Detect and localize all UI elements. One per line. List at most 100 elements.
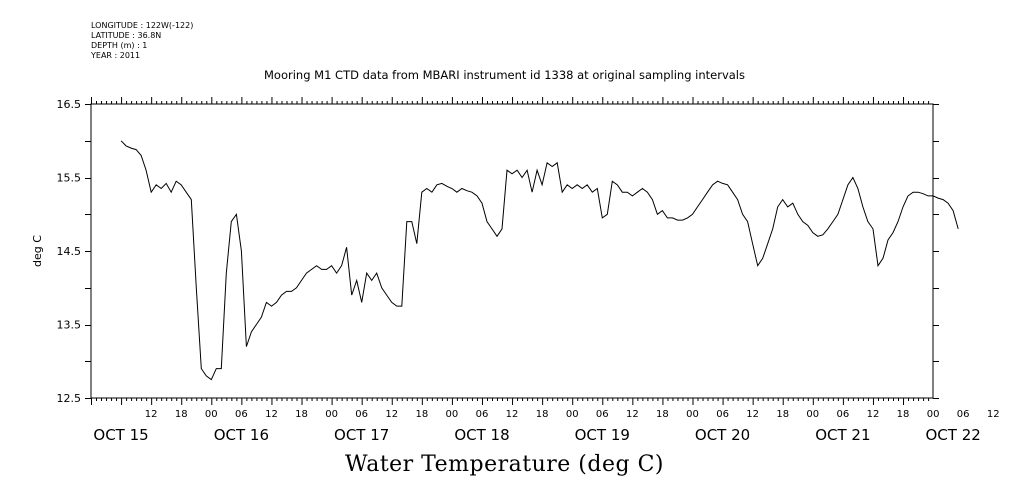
data-point	[256, 324, 257, 325]
data-point	[136, 149, 137, 150]
data-point	[592, 192, 593, 193]
x-date-label: OCT 16	[214, 426, 269, 444]
data-point	[331, 265, 332, 266]
x-hour-tick-label: 12	[145, 409, 158, 420]
data-point	[231, 221, 232, 222]
data-point	[291, 291, 292, 292]
data-point	[281, 295, 282, 296]
x-hour-tick-label: 06	[355, 409, 368, 420]
data-point	[416, 243, 417, 244]
x-hour-tick-label: 12	[987, 409, 1000, 420]
data-point	[421, 192, 422, 193]
data-point	[607, 214, 608, 215]
data-point	[296, 287, 297, 288]
data-point	[456, 192, 457, 193]
data-point	[131, 148, 132, 149]
data-point	[196, 287, 197, 288]
data-point	[241, 250, 242, 251]
data-point	[792, 203, 793, 204]
data-point	[712, 184, 713, 185]
data-point	[948, 203, 949, 204]
x-hour-tick-label: 12	[506, 409, 519, 420]
chart-title: Mooring M1 CTD data from MBARI instrumen…	[264, 68, 745, 82]
data-point	[471, 192, 472, 193]
x-hour-tick-label: 06	[596, 409, 609, 420]
data-point	[306, 273, 307, 274]
data-point	[737, 199, 738, 200]
data-point	[897, 221, 898, 222]
data-point	[506, 170, 507, 171]
y-tick-label: 14.5	[57, 245, 82, 258]
x-hour-tick-label: 12	[867, 409, 880, 420]
data-point	[842, 199, 843, 200]
data-point	[762, 258, 763, 259]
data-point	[426, 188, 427, 189]
data-point	[652, 199, 653, 200]
data-point	[326, 269, 327, 270]
data-point	[261, 317, 262, 318]
data-point	[587, 184, 588, 185]
data-point	[441, 183, 442, 184]
data-point	[907, 195, 908, 196]
data-point	[451, 188, 452, 189]
data-point	[797, 214, 798, 215]
x-date-label: OCT 22	[925, 426, 980, 444]
data-point	[156, 184, 157, 185]
data-point	[301, 280, 302, 281]
data-point	[752, 243, 753, 244]
data-point	[877, 265, 878, 266]
data-point	[366, 273, 367, 274]
data-point	[872, 228, 873, 229]
data-point	[461, 188, 462, 189]
x-hour-tick-label: 06	[235, 409, 248, 420]
x-hour-tick-label: 18	[656, 409, 669, 420]
x-hour-tick-label: 18	[897, 409, 910, 420]
x-date-label: OCT 20	[695, 426, 750, 444]
data-point	[341, 265, 342, 266]
y-tick-label: 13.5	[57, 319, 82, 332]
data-point	[672, 217, 673, 218]
data-point	[782, 199, 783, 200]
data-point	[697, 206, 698, 207]
x-hour-tick-label: 06	[476, 409, 489, 420]
data-point	[933, 195, 934, 196]
data-point	[266, 302, 267, 303]
data-point	[206, 375, 207, 376]
data-point	[812, 232, 813, 233]
data-point	[501, 228, 502, 229]
data-point	[857, 188, 858, 189]
data-point	[151, 192, 152, 193]
data-point	[401, 306, 402, 307]
data-point	[862, 206, 863, 207]
data-point	[381, 287, 382, 288]
data-point	[647, 192, 648, 193]
data-point	[411, 221, 412, 222]
data-point	[466, 190, 467, 191]
data-point	[141, 155, 142, 156]
data-point	[276, 302, 277, 303]
data-point	[321, 269, 322, 270]
x-hour-tick-label: 00	[566, 409, 579, 420]
x-hour-tick-label: 18	[776, 409, 789, 420]
data-point	[236, 214, 237, 215]
data-point	[121, 140, 122, 141]
data-point	[286, 291, 287, 292]
data-point	[486, 221, 487, 222]
data-point	[491, 228, 492, 229]
data-point	[391, 302, 392, 303]
data-point	[481, 203, 482, 204]
data-point	[577, 184, 578, 185]
data-point	[827, 228, 828, 229]
depth-label: DEPTH (m) : 1	[91, 41, 148, 50]
data-point	[707, 192, 708, 193]
data-point	[777, 206, 778, 207]
data-point	[732, 192, 733, 193]
data-point	[446, 186, 447, 187]
data-point	[557, 162, 558, 163]
data-point	[431, 192, 432, 193]
x-hour-tick-label: 06	[837, 409, 850, 420]
data-point	[787, 206, 788, 207]
data-point	[913, 192, 914, 193]
data-point	[527, 170, 528, 171]
data-point	[602, 217, 603, 218]
